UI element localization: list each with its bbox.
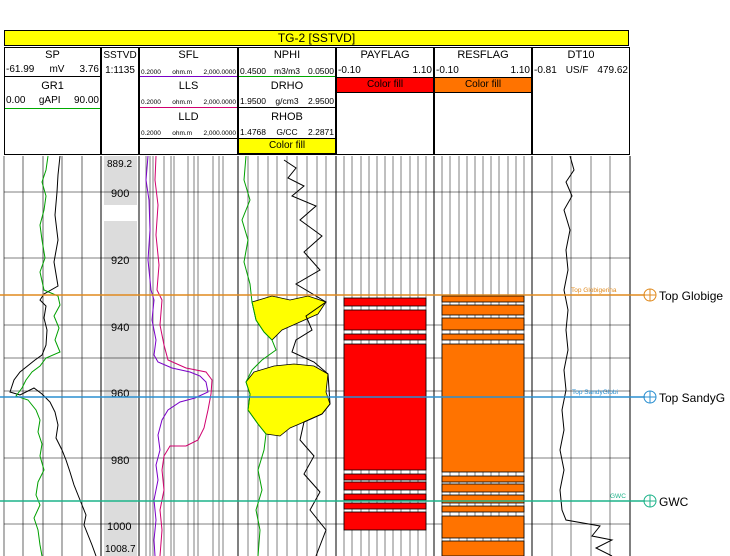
rhob-track-name: RHOB	[271, 111, 303, 123]
payflag-bars	[343, 297, 427, 531]
depth-tick-label: 920	[111, 255, 129, 267]
dt10-track-name: DT10	[567, 49, 595, 61]
sp-curve	[9, 155, 97, 556]
payflag-scale: -0.10 1.10	[338, 65, 432, 76]
sstvd-track-name: SSTVD	[103, 50, 137, 61]
resflag-bars	[441, 295, 525, 556]
porosity-header[interactable]: NPHI 0.4500 m3/m3 0.0500 DRHO 1.9500 g/cm3 2…	[238, 47, 336, 155]
resflag-header[interactable]: RESFLAG -0.10 1.10 Color fill	[434, 47, 532, 155]
drho-track-name: DRHO	[270, 80, 304, 92]
lls-curve	[154, 155, 213, 556]
marker-top-sandyglobi[interactable]: Top SandyGlobi Top SandyG	[0, 389, 725, 405]
marker-label: GWC	[659, 495, 689, 509]
density-neutron-fill-legend: Color fill	[238, 138, 336, 154]
dt10-curve	[559, 155, 614, 556]
resflag-scale: -0.10 1.10	[436, 65, 530, 76]
sp-gr-track	[3, 156, 102, 556]
marker-top-globigerina[interactable]: Top Globigerina Top Globige	[0, 287, 723, 303]
dt10-scale: -0.81 US/F 479.62	[534, 65, 628, 76]
nphi-track-name: NPHI	[273, 49, 301, 61]
sfl-scale: 0.2000 ohm.m 2,000.0000	[141, 69, 236, 76]
sp-scale: -61.99 mV 3.76	[6, 64, 99, 75]
marker-label-small: Top Globigerina	[571, 287, 617, 294]
lld-scale-line	[140, 138, 237, 139]
depth-tick-label: 1000	[107, 521, 131, 533]
gr1-track-name: GR1	[41, 80, 64, 92]
rhob-curve	[283, 159, 331, 556]
sstvd-header[interactable]: SSTVD 1:1135	[101, 47, 139, 155]
porosity-track	[247, 156, 337, 556]
depth-tick-label: 960	[111, 388, 129, 400]
depth-tick-label: 900	[111, 188, 129, 200]
lld-scale: 0.2000 ohm.m 2,000.0000	[141, 130, 236, 137]
marker-gwc[interactable]: GWC GWC	[0, 493, 689, 509]
drho-scale-line	[239, 107, 335, 108]
depth-top-label: 889.2	[107, 159, 132, 170]
lls-scale: 0.2000 ohm.m 2,000.0000	[141, 99, 236, 106]
gr1-scale: 0.00 gAPI 90.00	[6, 95, 99, 106]
drho-scale: 1.9500 g/cm3 2.9500	[240, 96, 334, 106]
nphi-curve	[241, 155, 277, 556]
marker-label-small: GWC	[610, 493, 626, 500]
density-neutron-fills	[245, 295, 331, 437]
dt10-track	[551, 156, 631, 556]
resflag-fill-legend: Color fill	[434, 77, 532, 93]
log-title: TG-2 [SSTVD]	[4, 30, 629, 46]
payflag-fill-legend: Color fill	[336, 77, 434, 93]
sstvd-scale: 1:1135	[105, 65, 135, 76]
sfl-scale-line	[140, 76, 237, 77]
lls-scale-line	[140, 107, 237, 108]
dt10-header[interactable]: DT10 -0.81 US/F 479.62	[532, 47, 630, 155]
payflag-header[interactable]: PAYFLAG -0.10 1.10 Color fill	[336, 47, 434, 155]
gr1-curve	[15, 155, 61, 556]
marker-label: Top SandyG	[659, 391, 725, 405]
lld-track-name: LLD	[178, 111, 199, 123]
lls-track-name: LLS	[178, 80, 199, 92]
marker-label: Top Globige	[659, 289, 723, 303]
payflag-track-name: PAYFLAG	[360, 49, 410, 61]
nphi-scale: 0.4500 m3/m3 0.0500	[240, 66, 334, 76]
sp-track-name: SP	[45, 49, 60, 61]
gr1-scale-line	[5, 108, 100, 109]
sfl-track-name: SFL	[178, 49, 199, 61]
depth-bottom-label: 1008.7	[105, 544, 136, 555]
depth-track	[104, 156, 140, 556]
sp-gr-header[interactable]: SP -61.99 mV 3.76 GR1 0.00 gAPI 90.00	[4, 47, 101, 155]
marker-label-small: Top SandyGlobi	[572, 389, 618, 396]
depth-tick-label: 940	[111, 322, 129, 334]
resistivity-header[interactable]: SFL 0.2000 ohm.m 2,000.0000 LLS 0.2000 ohm.…	[139, 47, 238, 155]
depth-tick-label: 980	[111, 455, 129, 467]
resflag-track-name: RESFLAG	[457, 49, 509, 61]
resistivity-track	[145, 156, 239, 556]
nphi-scale-line	[239, 76, 335, 77]
sfl-curve	[145, 155, 209, 556]
sp-scale-line	[5, 76, 100, 77]
rhob-scale: 1.4768 G/CC 2.2871	[240, 127, 334, 137]
